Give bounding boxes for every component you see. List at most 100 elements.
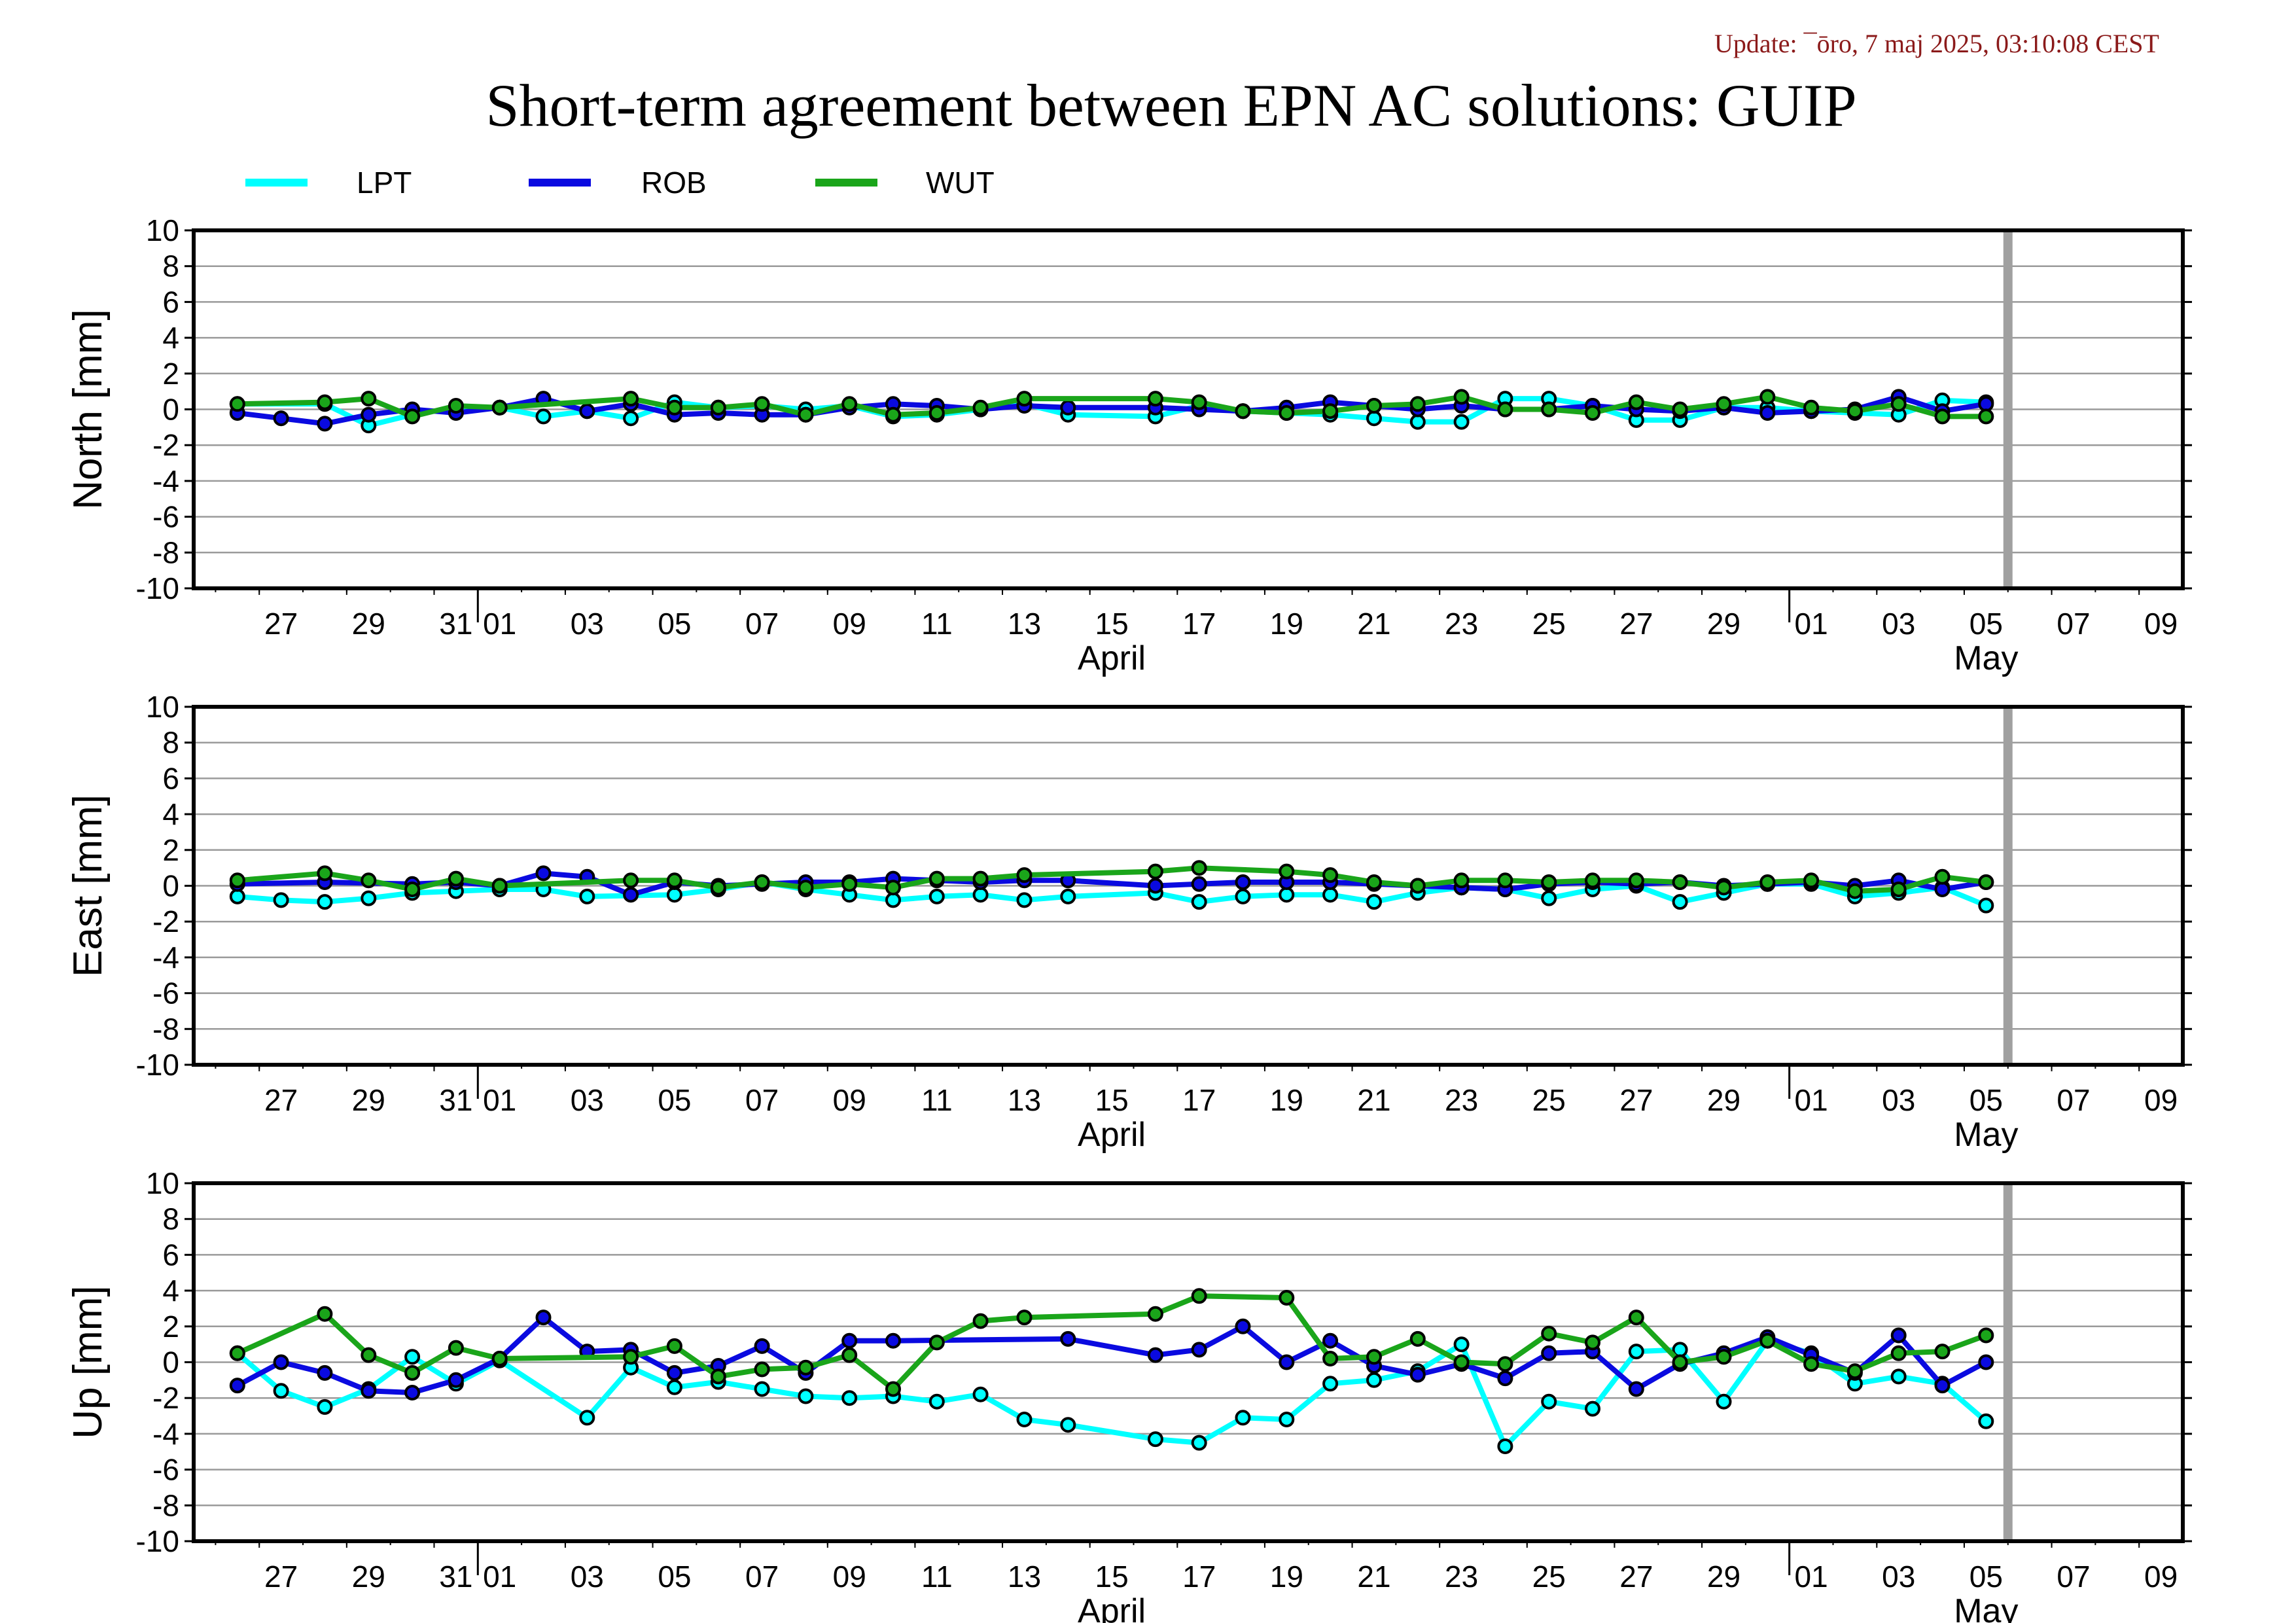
point-wut — [972, 1313, 989, 1329]
y-axis-label: East [mm] — [65, 794, 111, 977]
point-lpt — [1366, 894, 1382, 910]
xtick-label: 09 — [2144, 1560, 2178, 1594]
point-wut — [448, 398, 464, 414]
point-lpt — [317, 894, 333, 910]
point-lpt — [623, 410, 639, 427]
xtick-label: 09 — [2144, 1083, 2178, 1117]
point-wut — [1366, 398, 1382, 414]
xtick-label: 07 — [745, 607, 779, 641]
point-rob — [361, 406, 377, 423]
point-wut — [229, 396, 245, 412]
point-wut — [1628, 872, 1644, 889]
point-wut — [1716, 1349, 1732, 1365]
chart-title: Short-term agreement between EPN AC solu… — [486, 72, 1856, 139]
point-wut — [491, 399, 508, 416]
point-wut — [754, 1361, 770, 1378]
ytick-label: -10 — [136, 571, 179, 605]
point-wut — [798, 1359, 814, 1376]
xtick-label: 31 — [439, 1083, 472, 1117]
xtick-label: 31 — [439, 607, 472, 641]
ytick-label: 10 — [146, 213, 179, 247]
point-wut — [317, 1306, 333, 1322]
point-wut — [1409, 1330, 1426, 1347]
point-lpt — [1016, 892, 1033, 908]
point-lpt — [361, 890, 377, 906]
point-wut — [1322, 1351, 1339, 1366]
y-axis-label: Up [mm] — [65, 1285, 111, 1438]
point-rob — [273, 410, 289, 427]
point-wut — [1497, 1356, 1513, 1372]
point-lpt — [928, 888, 945, 904]
ytick-label: -8 — [152, 1012, 179, 1046]
ytick-label: -10 — [136, 1524, 179, 1558]
point-wut — [798, 406, 814, 423]
point-rob — [841, 1332, 858, 1349]
point-wut — [448, 870, 464, 887]
month-label-may: May — [1954, 639, 2018, 677]
point-wut — [1672, 874, 1688, 890]
ytick-label: 2 — [162, 357, 179, 391]
point-wut — [1366, 874, 1382, 890]
point-wut — [798, 880, 814, 896]
xtick-label: 07 — [745, 1083, 779, 1117]
point-wut — [1191, 394, 1207, 410]
point-lpt — [229, 888, 245, 904]
today-marker — [2003, 1183, 2013, 1541]
point-wut — [1803, 399, 1820, 416]
xtick-label: 07 — [745, 1560, 779, 1594]
xtick-label: 01 — [483, 1083, 516, 1117]
xtick-label: 01 — [483, 1560, 516, 1594]
point-wut — [623, 872, 639, 889]
xtick-label: 11 — [921, 607, 953, 641]
point-rob — [1322, 1332, 1339, 1349]
point-wut — [710, 1368, 726, 1385]
month-label-may: May — [1954, 1116, 2018, 1154]
series-line-rob — [237, 394, 1987, 427]
xtick-label: 11 — [921, 1560, 953, 1594]
point-rob — [1147, 878, 1163, 894]
point-rob — [1191, 876, 1207, 892]
ytick-label: 10 — [146, 690, 179, 724]
point-wut — [754, 874, 770, 890]
point-wut — [666, 872, 682, 889]
point-wut — [1322, 867, 1339, 883]
point-lpt — [972, 1386, 989, 1402]
point-wut — [491, 1351, 508, 1366]
point-rob — [361, 1383, 377, 1399]
update-timestamp: Update: ¯ōro, 7 maj 2025, 03:10:08 CEST — [1714, 29, 2159, 58]
point-wut — [1934, 868, 1951, 885]
point-rob — [623, 887, 639, 903]
point-wut — [885, 1381, 901, 1397]
ytick-label: -2 — [152, 1381, 179, 1415]
ytick-label: -4 — [152, 464, 179, 498]
xtick-label: 01 — [483, 607, 516, 641]
point-wut — [1846, 1363, 1863, 1380]
point-wut — [1803, 1356, 1820, 1372]
point-wut — [972, 399, 989, 416]
point-wut — [1453, 1354, 1470, 1370]
point-lpt — [579, 1410, 595, 1426]
point-wut — [1366, 1349, 1382, 1365]
xtick-label: 13 — [1008, 1560, 1041, 1594]
point-rob — [579, 403, 595, 419]
point-lpt — [1016, 1412, 1033, 1427]
xtick-label: 05 — [658, 1560, 691, 1594]
point-rob — [404, 1385, 421, 1400]
point-wut — [1541, 874, 1557, 890]
point-wut — [972, 870, 989, 887]
plot-frame — [192, 228, 2185, 590]
point-wut — [841, 1347, 858, 1363]
xtick-label: 01 — [1795, 607, 1828, 641]
xtick-label: 21 — [1357, 1560, 1390, 1594]
point-wut — [1716, 880, 1732, 896]
xtick-label: 03 — [1882, 1083, 1915, 1117]
point-rob — [1060, 399, 1076, 416]
point-lpt — [317, 1399, 333, 1415]
point-wut — [404, 1364, 421, 1381]
point-wut — [1672, 1354, 1688, 1370]
point-wut — [1585, 872, 1600, 889]
point-wut — [1628, 394, 1644, 410]
point-wut — [885, 880, 901, 896]
point-lpt — [1585, 1400, 1600, 1417]
